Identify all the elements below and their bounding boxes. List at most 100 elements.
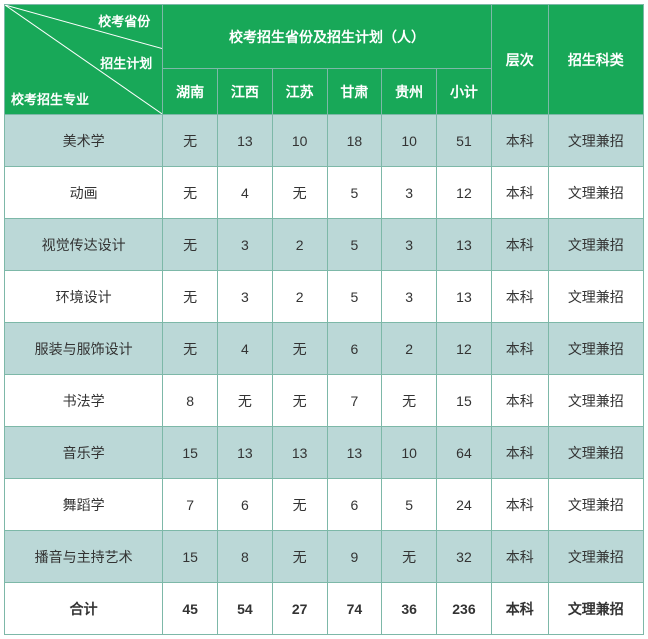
cell-value: 无 <box>272 323 327 375</box>
table-row: 服装与服饰设计无4无6212本科文理兼招 <box>5 323 644 375</box>
cell-value: 2 <box>382 323 437 375</box>
cell-subtotal: 13 <box>437 271 492 323</box>
header-subtotal: 小计 <box>437 69 492 115</box>
cell-category: 文理兼招 <box>548 323 643 375</box>
cell-value: 13 <box>272 427 327 479</box>
cell-value: 8 <box>163 375 218 427</box>
cell-major: 播音与主持艺术 <box>5 531 163 583</box>
cell-total-category: 文理兼招 <box>548 583 643 635</box>
cell-value: 无 <box>163 115 218 167</box>
cell-level: 本科 <box>491 375 548 427</box>
cell-total-level: 本科 <box>491 583 548 635</box>
cell-major: 视觉传达设计 <box>5 219 163 271</box>
table-row: 舞蹈学76无6524本科文理兼招 <box>5 479 644 531</box>
corner-label-bottom: 校考招生专业 <box>11 89 89 108</box>
cell-value: 无 <box>382 531 437 583</box>
cell-value: 5 <box>327 219 382 271</box>
cell-category: 文理兼招 <box>548 479 643 531</box>
cell-value: 6 <box>217 479 272 531</box>
table-row: 书法学8无无7无15本科文理兼招 <box>5 375 644 427</box>
cell-subtotal: 24 <box>437 479 492 531</box>
header-province: 甘肃 <box>327 69 382 115</box>
cell-major: 美术学 <box>5 115 163 167</box>
cell-value: 15 <box>163 531 218 583</box>
cell-subtotal: 12 <box>437 323 492 375</box>
table-row: 音乐学151313131064本科文理兼招 <box>5 427 644 479</box>
header-province: 湖南 <box>163 69 218 115</box>
cell-total-subtotal: 236 <box>437 583 492 635</box>
cell-value: 5 <box>327 167 382 219</box>
corner-label-top: 校考省份 <box>98 11 150 30</box>
header-province: 江苏 <box>272 69 327 115</box>
header-category: 招生科类 <box>548 5 643 115</box>
cell-value: 3 <box>217 219 272 271</box>
cell-level: 本科 <box>491 427 548 479</box>
cell-subtotal: 13 <box>437 219 492 271</box>
cell-subtotal: 12 <box>437 167 492 219</box>
cell-value: 4 <box>217 323 272 375</box>
header-corner-diagonal: 校考省份 招生计划 校考招生专业 <box>5 5 163 115</box>
cell-total-value: 54 <box>217 583 272 635</box>
cell-value: 5 <box>327 271 382 323</box>
header-level: 层次 <box>491 5 548 115</box>
table-row: 环境设计无325313本科文理兼招 <box>5 271 644 323</box>
cell-category: 文理兼招 <box>548 271 643 323</box>
cell-category: 文理兼招 <box>548 219 643 271</box>
cell-total-value: 27 <box>272 583 327 635</box>
cell-value: 8 <box>217 531 272 583</box>
cell-subtotal: 15 <box>437 375 492 427</box>
cell-level: 本科 <box>491 531 548 583</box>
cell-value: 10 <box>382 427 437 479</box>
cell-category: 文理兼招 <box>548 531 643 583</box>
cell-value: 3 <box>217 271 272 323</box>
cell-value: 6 <box>327 479 382 531</box>
cell-level: 本科 <box>491 323 548 375</box>
cell-subtotal: 51 <box>437 115 492 167</box>
header-province: 贵州 <box>382 69 437 115</box>
cell-value: 2 <box>272 219 327 271</box>
cell-total-value: 45 <box>163 583 218 635</box>
cell-level: 本科 <box>491 219 548 271</box>
cell-value: 15 <box>163 427 218 479</box>
cell-level: 本科 <box>491 115 548 167</box>
cell-value: 无 <box>272 531 327 583</box>
cell-value: 无 <box>217 375 272 427</box>
cell-category: 文理兼招 <box>548 167 643 219</box>
cell-value: 13 <box>327 427 382 479</box>
cell-major: 动画 <box>5 167 163 219</box>
cell-major: 书法学 <box>5 375 163 427</box>
cell-value: 10 <box>382 115 437 167</box>
table-row: 视觉传达设计无325313本科文理兼招 <box>5 219 644 271</box>
cell-value: 无 <box>382 375 437 427</box>
cell-value: 无 <box>272 375 327 427</box>
cell-value: 6 <box>327 323 382 375</box>
cell-value: 4 <box>217 167 272 219</box>
cell-value: 13 <box>217 427 272 479</box>
cell-value: 18 <box>327 115 382 167</box>
corner-label-mid: 招生计划 <box>100 53 152 72</box>
cell-value: 无 <box>163 219 218 271</box>
cell-major: 音乐学 <box>5 427 163 479</box>
cell-total-value: 36 <box>382 583 437 635</box>
cell-category: 文理兼招 <box>548 427 643 479</box>
cell-value: 无 <box>272 167 327 219</box>
table-row: 美术学无1310181051本科文理兼招 <box>5 115 644 167</box>
cell-total-label: 合计 <box>5 583 163 635</box>
cell-major: 服装与服饰设计 <box>5 323 163 375</box>
cell-value: 7 <box>327 375 382 427</box>
cell-value: 无 <box>163 323 218 375</box>
cell-subtotal: 64 <box>437 427 492 479</box>
cell-major: 舞蹈学 <box>5 479 163 531</box>
cell-major: 环境设计 <box>5 271 163 323</box>
cell-level: 本科 <box>491 167 548 219</box>
cell-total-value: 74 <box>327 583 382 635</box>
header-province: 江西 <box>217 69 272 115</box>
cell-value: 13 <box>217 115 272 167</box>
table-row: 播音与主持艺术158无9无32本科文理兼招 <box>5 531 644 583</box>
cell-value: 2 <box>272 271 327 323</box>
cell-category: 文理兼招 <box>548 115 643 167</box>
cell-value: 无 <box>163 167 218 219</box>
cell-value: 9 <box>327 531 382 583</box>
enrollment-plan-table: 校考省份 招生计划 校考招生专业 校考招生省份及招生计划（人） 层次 招生科类 … <box>4 4 644 635</box>
cell-value: 无 <box>272 479 327 531</box>
